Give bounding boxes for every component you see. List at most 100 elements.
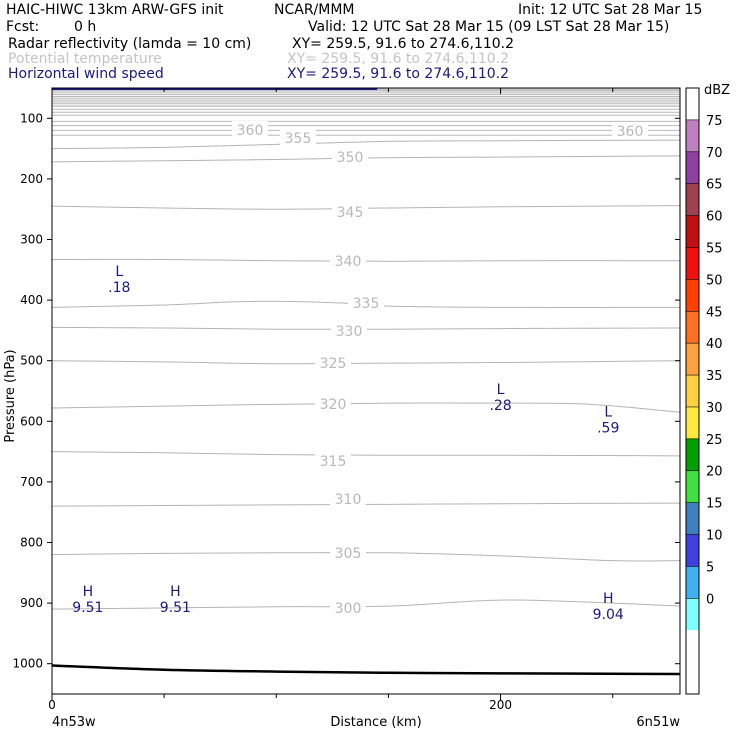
theta-contour-label: 325 [320,356,347,372]
contour-label-bg [348,294,384,311]
wind-marker-value: .18 [108,280,130,296]
wind-marker-l: L [497,382,505,398]
contour-label-bg [612,122,648,139]
contour-label-bg [330,599,366,616]
colorbar-label: 55 [706,241,723,256]
y-tick-label: 300 [20,233,43,247]
colorbar-swatch [686,183,699,216]
colorbar-frame [685,87,700,695]
y-axis-title: Pressure (hPa) [3,349,18,442]
colorbar-swatch [686,662,699,694]
wind-marker-value: 9.04 [593,607,624,623]
theta-contour-label: 330 [336,324,363,340]
y-tick-label: 800 [20,536,43,550]
field-xy-reflectivity: XY= 259.5, 91.6 to 274.6,110.2 [292,36,515,52]
wind-marker-h: H [170,584,181,600]
wind-marker-value: 9.51 [160,600,191,616]
colorbar-swatch [686,438,699,471]
theta-contour-label: 360 [617,124,644,140]
plot-frame [51,87,681,695]
model-title: HAIC-HIWC 13km ARW-GFS init [6,2,224,18]
contour-label-bg [330,252,366,269]
colorbar-swatch [686,343,699,376]
colorbar-label: 30 [706,401,723,416]
colorbar-swatch [686,630,699,663]
y-tick-label: 900 [20,596,43,610]
theta-contour-label: 305 [335,546,362,562]
colorbar-swatch [686,247,699,280]
colorbar-swatch [686,406,699,439]
theta-contour-label: 310 [335,492,362,508]
field-xy-wind: XY= 259.5, 91.6 to 274.6,110.2 [287,66,510,82]
theta-contour-label: 350 [337,150,364,166]
colorbar-swatch [686,534,699,567]
colorbar-label: 35 [706,369,723,384]
theta-contour-label: 355 [285,131,312,147]
contour-label-bg [332,203,368,220]
y-tick-label: 1000 [12,657,43,671]
field-name-reflectivity: Radar reflectivity (lamda = 10 cm) [8,36,252,52]
surface-pressure-line [52,664,680,676]
y-tick-label: 700 [20,475,43,489]
colorbar-label: 50 [706,273,723,288]
colorbar-label: 70 [706,146,723,161]
theta-contour-label: 315 [320,454,347,470]
colorbar-label: 60 [706,210,723,225]
valid-time: Valid: 12 UTC Sat 28 Mar 15 (09 LST Sat … [308,19,670,35]
colorbar-label: 5 [706,560,714,575]
colorbar-swatch [686,88,699,120]
forecast-hour: 0 h [74,19,97,35]
colorbar-label: 25 [706,433,723,448]
theta-contour-label: 300 [335,601,362,617]
colorbar-swatch [686,502,699,535]
contour-label-bg [331,322,367,339]
colorbar-label: 15 [706,497,723,512]
x-tick-label: 0 [48,698,56,712]
plot-area [52,88,680,694]
colorbar-swatch [686,375,699,407]
colorbar-swatch [686,311,699,344]
contour-label-bg [315,452,351,469]
field-name-theta: Potential temperature [8,51,162,67]
y-tick-label: 600 [20,414,43,428]
contour-label-bg [315,395,351,412]
y-tick-label: 500 [20,354,43,368]
theta-contour-label: 320 [320,397,347,413]
theta-contour-300 [52,599,680,610]
colorbar-label: 45 [706,305,723,320]
colorbar-label: 65 [706,178,723,193]
contour-label-bg [330,490,366,507]
colorbar-swatch [686,215,699,248]
colorbar-label: 40 [706,337,723,352]
x-tick-label: 200 [489,698,512,712]
field-name-wind: Horizontal wind speed [8,66,164,82]
theta-contour-305 [52,552,680,562]
contour-label-bg [330,544,366,561]
y-tick-label: 100 [20,111,43,125]
contour-label-bg [332,148,368,165]
wind-marker-h: H [603,591,614,607]
contour-label-bg [232,121,268,138]
right-endpoint-label: 6n51w [636,715,680,730]
colorbar-label: 10 [706,529,723,544]
colorbar-label: 0 [706,592,714,607]
y-tick-label: 400 [20,293,43,307]
wind-marker-value: 9.51 [72,600,103,616]
contour-label-bg [280,129,316,146]
colorbar-swatch [686,598,699,631]
colorbar-label: 75 [706,114,723,129]
forecast-label: Fcst: [6,19,40,35]
theta-contour-label: 360 [237,123,264,139]
theta-contour-label: 345 [337,205,364,221]
left-endpoint-label: 4n53w [52,715,96,730]
x-axis-title: Distance (km) [330,715,421,730]
y-tick-label: 200 [20,172,43,186]
init-time: Init: 12 UTC Sat 28 Mar 15 [518,2,703,18]
field-xy-theta: XY= 259.5, 91.6 to 274.6,110.2 [287,51,510,67]
wind-marker-l: L [115,264,123,280]
colorbar-unit: dBZ [704,83,730,98]
colorbar-swatch [686,470,699,503]
wind-marker-value: .28 [489,398,511,414]
colorbar-swatch [686,151,699,184]
